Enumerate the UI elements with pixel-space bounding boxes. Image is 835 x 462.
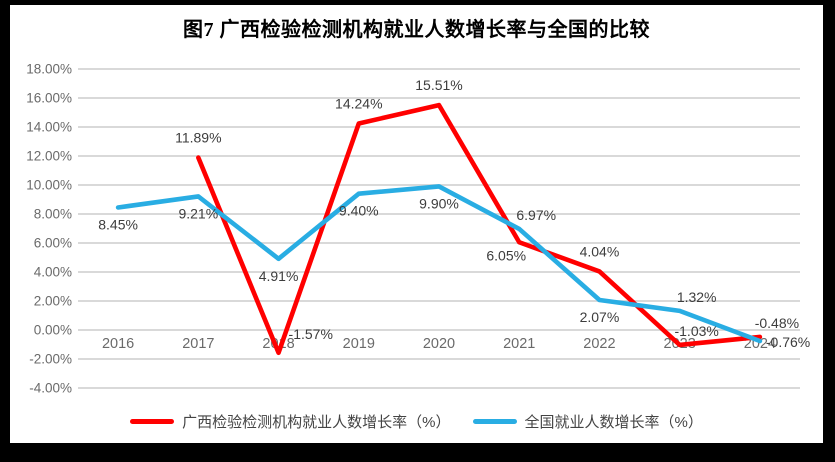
data-label: -1.57%: [289, 326, 333, 342]
data-label: 6.97%: [516, 207, 556, 223]
y-axis-tick-label: 4.00%: [34, 265, 72, 280]
blue-line-swatch-icon: [472, 419, 517, 424]
data-label: 14.24%: [335, 96, 382, 112]
data-label: 9.90%: [419, 195, 459, 211]
data-label: -0.76%: [766, 334, 810, 350]
data-label: 9.40%: [339, 203, 379, 219]
chart-area: 图7 广西检验检测机构就业人数增长率与全国的比较 18.00% 16.00% 14.…: [10, 5, 823, 443]
data-label: 15.51%: [415, 77, 462, 93]
data-label: -0.48%: [755, 315, 799, 331]
chart-title: 图7 广西检验检测机构就业人数增长率与全国的比较: [183, 19, 650, 41]
data-label: 6.05%: [486, 247, 526, 263]
data-label: 9.21%: [178, 205, 218, 221]
y-axis-tick-label: 8.00%: [34, 207, 72, 222]
y-axis-tick-label: 10.00%: [26, 178, 72, 193]
y-axis-tick-label: 6.00%: [34, 236, 72, 251]
y-axis-tick-label: 16.00%: [26, 91, 72, 106]
y-axis-tick-label: 2.00%: [34, 294, 72, 309]
legend-item-guangxi: 广西检验检测机构就业人数增长率（%）: [130, 411, 451, 432]
y-axis-tick-label: -2.00%: [29, 352, 72, 367]
y-axis-tick-label: 0.00%: [34, 323, 72, 338]
data-label: 1.32%: [677, 289, 717, 305]
x-axis-tick-label: 2022: [583, 336, 615, 352]
data-label: -1.03%: [674, 323, 718, 339]
y-axis-tick-label: 12.00%: [26, 149, 72, 164]
series-line: [115, 184, 763, 344]
data-label: 2.07%: [580, 309, 620, 325]
x-axis-tick-label: 2020: [423, 336, 455, 352]
data-label: 8.45%: [98, 216, 138, 232]
data-label: 4.04%: [580, 243, 620, 259]
x-axis-tick-label: 2019: [343, 336, 375, 352]
y-axis-tick-label: -4.00%: [29, 381, 72, 396]
chart-plot-svg: 18.00% 16.00% 14.00% 12.00% 10.00% 8.00% 6.00%…: [26, 62, 810, 396]
y-axis-tick-label: 14.00%: [26, 120, 72, 135]
x-axis-tick-label: 2017: [182, 336, 214, 352]
data-label: 4.91%: [259, 268, 299, 284]
legend-label-guangxi: 广西检验检测机构就业人数增长率（%）: [182, 414, 451, 431]
data-label: 11.89%: [175, 130, 221, 146]
red-line-swatch-icon: [130, 419, 175, 424]
series-line: [196, 102, 763, 356]
x-axis-tick-label: 2016: [102, 336, 134, 352]
legend-label-national: 全国就业人数增长率（%）: [524, 414, 703, 431]
x-axis-tick-label: 2018: [262, 336, 294, 352]
y-axis-tick-label: 18.00%: [26, 62, 72, 77]
chart-legend: 广西检验检测机构就业人数增长率（%） 全国就业人数增长率（%）: [10, 411, 823, 432]
x-axis-tick-label: 2021: [503, 336, 535, 352]
legend-item-national: 全国就业人数增长率（%）: [472, 411, 703, 432]
